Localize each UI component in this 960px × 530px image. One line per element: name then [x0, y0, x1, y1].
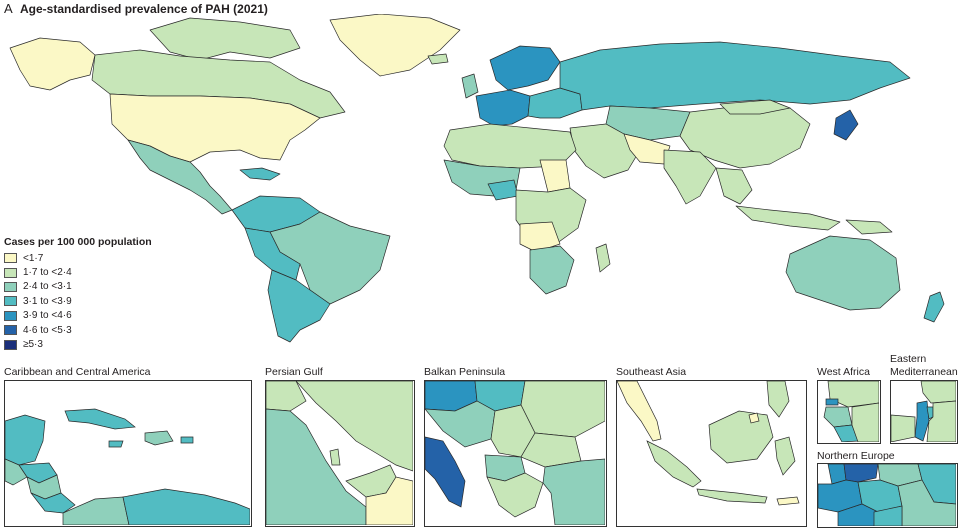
legend-item: 3·1 to <3·9 — [4, 294, 152, 308]
legend-item: ≥5·3 — [4, 337, 152, 351]
legend-item: 3·9 to <4·6 — [4, 309, 152, 323]
region-iraq-kuwait — [266, 381, 307, 412]
region-hispaniola — [144, 430, 174, 446]
region-japan — [833, 109, 859, 141]
region-turkey — [542, 458, 605, 525]
region-india — [663, 149, 717, 205]
region-egypt-sinai — [891, 414, 916, 442]
legend-label: 1·7 to <2·4 — [23, 267, 72, 279]
legend-item: 1·7 to <2·4 — [4, 265, 152, 279]
legend-label: <1·7 — [23, 252, 44, 264]
legend-item: 2·4 to <3·1 — [4, 280, 152, 294]
region-middle-east — [569, 123, 641, 179]
region-peru-bolivia — [244, 227, 301, 281]
region-guatemala — [5, 458, 28, 486]
legend-swatch — [4, 296, 17, 307]
inset-label-caribbean: Caribbean and Central America — [4, 366, 151, 378]
region-romania — [520, 381, 605, 438]
region-sumatra — [646, 440, 702, 488]
region-timor — [776, 496, 800, 506]
region-greenland — [329, 14, 461, 77]
region-oman — [365, 476, 413, 525]
region-sudan — [539, 159, 571, 193]
inset-label-southeast-asia: Southeast Asia — [616, 366, 687, 378]
region-cote-divoire — [851, 402, 879, 442]
region-russia — [559, 41, 911, 111]
map-title: Age-standardised prevalence of PAH (2021… — [20, 2, 268, 16]
inset-eastern-mediterranean-map — [890, 380, 958, 444]
region-greece — [486, 472, 544, 518]
region-iran — [295, 381, 413, 472]
world-map — [9, 14, 945, 343]
region-western-europe — [475, 89, 531, 127]
legend-label: 3·9 to <4·6 — [23, 310, 72, 322]
region-iceland — [427, 53, 449, 65]
map-legend: Cases per 100 000 population <1·7 1·7 to… — [4, 236, 152, 352]
region-gambia — [825, 398, 839, 406]
legend-label: 4·6 to <5·3 — [23, 324, 72, 336]
region-malay-peninsula — [617, 381, 662, 442]
region-indonesia — [735, 205, 841, 231]
legend-label: 2·4 to <3·1 — [23, 281, 72, 293]
region-saudi-arabia — [266, 408, 367, 525]
region-sulawesi — [774, 436, 796, 476]
region-southeast-asia — [715, 167, 753, 205]
region-italy — [425, 436, 466, 508]
region-java — [696, 488, 768, 504]
legend-swatch — [4, 267, 17, 278]
inset-label-persian-gulf: Persian Gulf — [265, 366, 323, 378]
region-alaska — [9, 37, 96, 91]
inset-label-balkan: Balkan Peninsula — [424, 366, 506, 378]
region-argentina-chile — [267, 269, 331, 343]
region-jamaica — [108, 440, 124, 448]
region-slovakia — [873, 505, 903, 526]
region-scandinavia — [489, 45, 561, 91]
legend-item: 4·6 to <5·3 — [4, 323, 152, 337]
region-uk — [461, 73, 479, 99]
region-colombia — [62, 496, 130, 525]
legend-swatch — [4, 253, 17, 264]
region-guinea — [823, 406, 853, 428]
legend-title: Cases per 100 000 population — [4, 236, 152, 248]
inset-west-africa-map — [817, 380, 881, 444]
region-jordan — [926, 400, 956, 442]
legend-swatch — [4, 339, 17, 350]
region-cuba — [64, 408, 136, 430]
region-venezuela — [122, 488, 250, 525]
region-mongolia — [719, 99, 791, 115]
inset-balkan-map — [424, 380, 607, 527]
legend-swatch — [4, 281, 17, 292]
legend-label: ≥5·3 — [23, 339, 43, 351]
inset-persian-gulf-map — [265, 380, 415, 527]
region-australia — [785, 235, 901, 311]
panel-letter: A — [4, 1, 13, 16]
legend-swatch — [4, 310, 17, 321]
region-philippines — [766, 381, 790, 418]
region-lebanon-syria — [920, 381, 956, 404]
inset-southeast-asia-map — [616, 380, 807, 527]
region-brunei — [748, 412, 760, 424]
region-borneo — [708, 410, 774, 464]
region-caribbean — [239, 167, 281, 181]
inset-northern-europe-map — [817, 463, 958, 528]
region-madagascar — [595, 243, 611, 273]
inset-label-west-africa: West Africa — [817, 366, 870, 378]
legend-item: <1·7 — [4, 251, 152, 265]
region-nigeria — [487, 179, 519, 201]
inset-caribbean-map — [4, 380, 252, 527]
region-canada-arctic — [149, 17, 301, 61]
inset-label-northern-europe: Northern Europe — [817, 450, 895, 462]
region-mexico-south — [5, 414, 46, 466]
inset-label-eastern-mediterranean: Eastern Mediterranean — [890, 353, 958, 378]
region-papua — [845, 219, 893, 235]
legend-swatch — [4, 325, 17, 336]
region-puerto-rico — [180, 436, 194, 444]
legend-label: 3·1 to <3·9 — [23, 295, 72, 307]
region-costa-rica-panama — [30, 492, 76, 514]
region-sweden — [843, 464, 879, 483]
region-new-zealand — [923, 291, 945, 323]
region-israel — [914, 400, 930, 442]
region-southern-africa — [529, 245, 575, 295]
region-qatar — [329, 448, 341, 466]
